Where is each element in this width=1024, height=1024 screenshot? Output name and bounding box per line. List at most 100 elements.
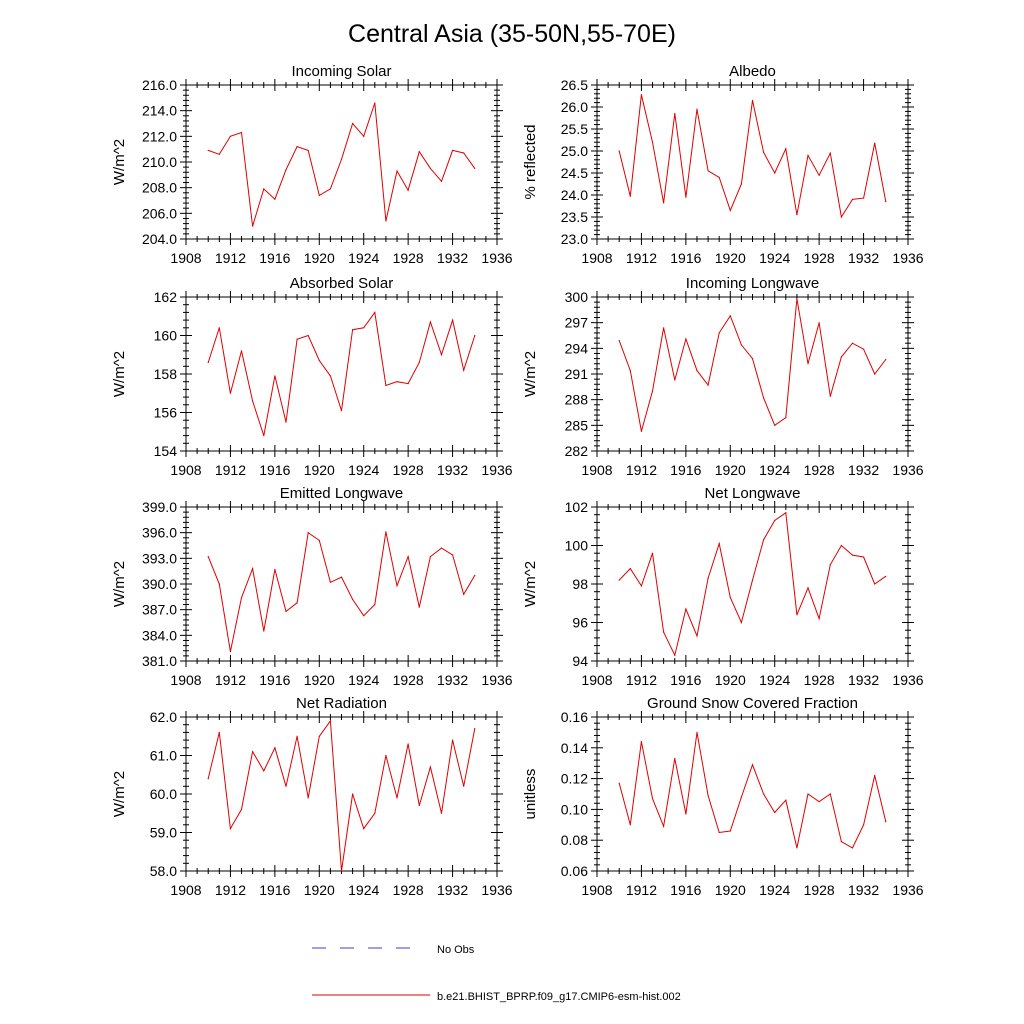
data-point — [874, 774, 876, 777]
data-point — [718, 332, 720, 334]
data-point — [340, 576, 343, 578]
data-point — [640, 585, 643, 587]
y-tick-label: 26.5 — [561, 77, 588, 93]
data-point — [451, 149, 454, 152]
panel-title: Absorbed Solar — [290, 275, 393, 292]
data-point — [618, 340, 620, 342]
data-point — [774, 519, 776, 522]
data-point — [807, 587, 809, 589]
y-axis-label: W/m^2 — [111, 561, 128, 607]
series-line-model — [207, 719, 476, 872]
x-tick-label: 1928 — [804, 250, 835, 266]
data-point — [329, 720, 331, 722]
data-point — [296, 602, 298, 604]
y-tick-label: 158 — [154, 366, 178, 382]
data-point — [807, 793, 809, 795]
data-point — [263, 435, 265, 437]
data-point — [785, 417, 787, 419]
data-point — [451, 319, 454, 321]
series-line-model — [618, 94, 887, 219]
y-axis-label: unitless — [522, 769, 539, 820]
data-point — [229, 392, 232, 394]
y-tick-label: 62.0 — [150, 709, 177, 725]
data-point — [218, 153, 220, 155]
data-point — [329, 188, 331, 190]
x-tick-label: 1924 — [759, 672, 790, 688]
panel-title: Incoming Solar — [291, 63, 391, 80]
plot-frame — [185, 506, 498, 662]
x-tick-label: 1912 — [215, 672, 246, 688]
data-point — [851, 342, 854, 344]
data-point — [718, 176, 720, 178]
data-point — [418, 804, 420, 807]
data-point — [729, 596, 731, 599]
data-point — [707, 384, 709, 386]
data-point — [374, 603, 376, 606]
chart-panel-6: 1908 1912 1916 1920 1924 1928 1932 1936 58.0 59.0… — [111, 695, 513, 898]
chart-panel-5: 1908 1912 1916 1920 1924 1928 1932 1936 94 96 98 10… — [522, 485, 924, 688]
data-point — [440, 547, 443, 549]
x-tick-label: 1936 — [892, 672, 923, 688]
data-point — [474, 334, 476, 337]
data-point — [629, 195, 631, 197]
x-tick-label: 1916 — [670, 462, 701, 478]
data-point — [729, 209, 731, 211]
y-tick-label: 387.0 — [142, 602, 177, 618]
x-tick-label: 1920 — [715, 672, 746, 688]
y-tick-label: 154 — [154, 443, 178, 459]
data-point — [851, 847, 854, 849]
panel-title: Albedo — [729, 63, 776, 80]
data-point — [796, 847, 798, 849]
data-point — [807, 363, 809, 365]
data-point — [252, 568, 254, 570]
data-point — [207, 556, 209, 558]
x-tick-label: 1928 — [393, 882, 424, 898]
y-axis-label: % reflected — [522, 124, 539, 199]
data-point — [740, 344, 742, 346]
data-point — [851, 198, 854, 200]
chart-panel-4: 1908 1912 1916 1920 1924 1928 1932 1936 381.0 384… — [111, 485, 513, 688]
data-point — [851, 554, 854, 556]
data-point — [785, 799, 787, 801]
data-point — [763, 539, 765, 541]
x-tick-label: 1912 — [626, 882, 657, 898]
series-line-model — [207, 531, 476, 652]
data-point — [740, 796, 742, 798]
x-tick-label: 1932 — [848, 672, 879, 688]
y-tick-label: 162 — [154, 289, 178, 305]
data-point — [751, 764, 754, 766]
x-tick-label: 1928 — [393, 462, 424, 478]
data-point — [229, 828, 232, 830]
y-tick-label: 390.0 — [142, 576, 177, 592]
x-tick-label: 1924 — [348, 882, 379, 898]
data-point — [207, 149, 209, 152]
data-point — [629, 824, 631, 826]
data-point — [663, 202, 665, 204]
data-point — [407, 556, 409, 558]
data-point — [696, 369, 698, 372]
data-point — [707, 577, 709, 579]
series-line-model — [618, 298, 887, 432]
y-tick-label: 0.16 — [561, 709, 588, 725]
y-tick-label: 212.0 — [142, 128, 177, 144]
data-point — [218, 731, 220, 734]
data-point — [307, 334, 309, 337]
x-tick-label: 1920 — [304, 250, 335, 266]
x-tick-label: 1908 — [170, 672, 201, 688]
data-point — [285, 169, 287, 171]
data-point — [685, 608, 687, 610]
data-point — [796, 214, 798, 216]
data-point — [774, 811, 776, 814]
data-point — [785, 148, 787, 150]
data-point — [774, 172, 776, 174]
data-point — [718, 542, 720, 545]
data-point — [862, 824, 865, 826]
data-point — [229, 650, 232, 653]
data-point — [818, 174, 820, 176]
data-point — [296, 146, 298, 148]
data-point — [696, 635, 698, 637]
y-tick-label: 58.0 — [150, 863, 177, 879]
series-line-model — [208, 102, 476, 227]
y-tick-label: 297 — [565, 315, 589, 331]
y-tick-label: 384.0 — [142, 627, 177, 643]
